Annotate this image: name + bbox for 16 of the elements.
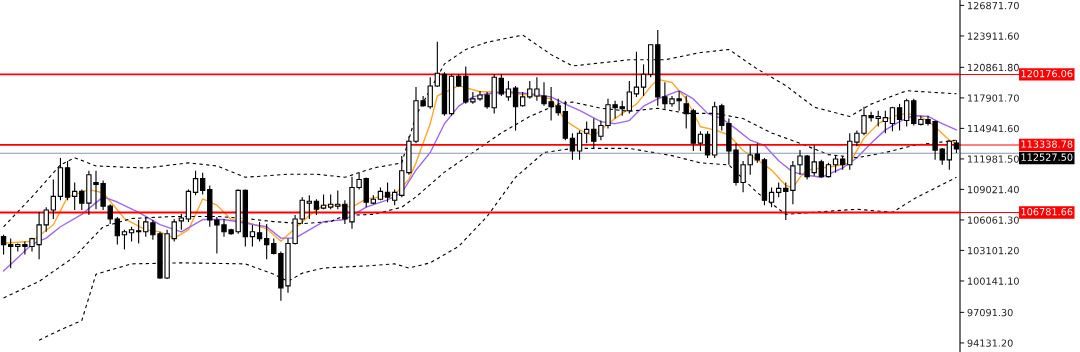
y-tick-label: 97091.30: [967, 308, 1013, 317]
y-tick-label: 123911.60: [968, 32, 1019, 40]
ref-line-label: 106781.66: [1021, 207, 1073, 216]
y-tick-label: 94131.20: [967, 339, 1013, 347]
y-tick-label: 126871.70: [968, 1, 1019, 10]
y-tick-label: 103101.20: [968, 246, 1019, 255]
y-tick-label: 120861.80: [968, 63, 1019, 72]
y-tick-label: 106061.30: [968, 216, 1019, 224]
y-tick-label: 117901.70: [968, 94, 1019, 102]
ref-line-label: 113338.78: [1021, 140, 1073, 148]
y-tick-label: 109021.40: [968, 185, 1019, 194]
ref-line-label: 112527.50: [1021, 153, 1073, 161]
y-tick-label: 114941.60: [968, 124, 1019, 133]
y-tick-label: 100141.10: [968, 277, 1019, 285]
ref-line-label: 120176.06: [1021, 69, 1073, 78]
y-tick-label: 111981.50: [968, 155, 1019, 163]
